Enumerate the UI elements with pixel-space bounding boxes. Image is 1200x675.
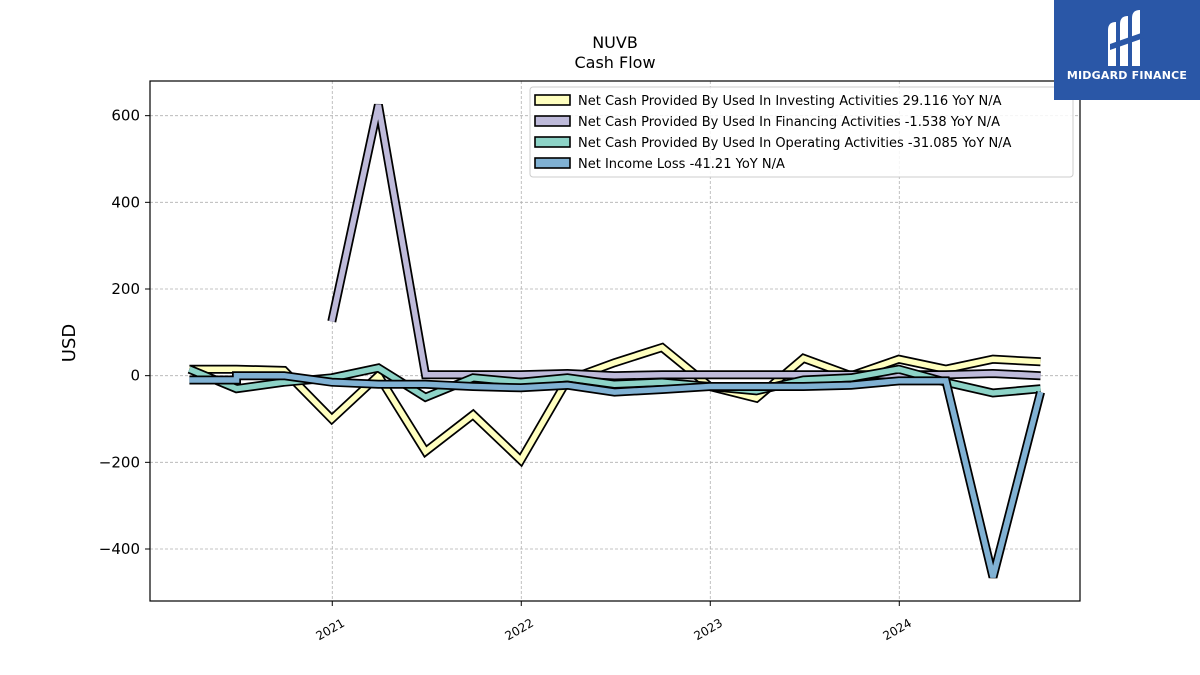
x-tick-label: 2023 [692, 616, 725, 643]
legend-box [529, 86, 1074, 178]
logo-text: MIDGARD FINANCE [1066, 69, 1188, 82]
series-line-net-income-loss [189, 372, 1044, 578]
y-tick-label: 600 [111, 107, 140, 125]
legend-entry-label: Net Cash Provided By Used In Investing A… [578, 94, 1002, 109]
series-lines [187, 103, 1045, 579]
legend-entry-label: Net Income Loss -41.21 YoY N/A [578, 157, 785, 172]
legend: Net Cash Provided By Used In Investing A… [529, 86, 1074, 178]
plot-area-frame [149, 80, 1081, 602]
y-tick-label: 200 [111, 280, 140, 298]
legend-swatch [534, 94, 571, 106]
y-tick-label: −200 [99, 453, 140, 471]
x-tick-label: 2021 [314, 616, 347, 643]
x-tick-label: 2024 [881, 616, 914, 643]
x-tick-label: 2022 [503, 616, 536, 643]
legend-swatch [534, 136, 571, 148]
chart-title: NUVB [592, 33, 638, 52]
legend-entry-label: Net Cash Provided By Used In Operating A… [578, 136, 1012, 151]
y-tick-label: 400 [111, 193, 140, 211]
y-axis-ticks: 600 400 200 0 −200 −400 [99, 107, 150, 558]
legend-swatch [534, 115, 571, 127]
y-axis-label: USD [59, 324, 80, 362]
x-axis-ticks: 2021 2022 2023 2024 [314, 601, 914, 643]
series-line-net-cash-provided-by-used-in-investing-activities [189, 344, 1041, 465]
midgard-logo-mark-icon [1108, 10, 1144, 66]
y-tick-label: 0 [130, 367, 140, 385]
midgard-finance-logo: MIDGARD FINANCE [1054, 0, 1200, 100]
y-tick-label: −400 [99, 540, 140, 558]
legend-entry-label: Net Cash Provided By Used In Financing A… [578, 115, 1000, 130]
legend-swatch [534, 157, 571, 169]
chart-subtitle: Cash Flow [574, 53, 655, 72]
